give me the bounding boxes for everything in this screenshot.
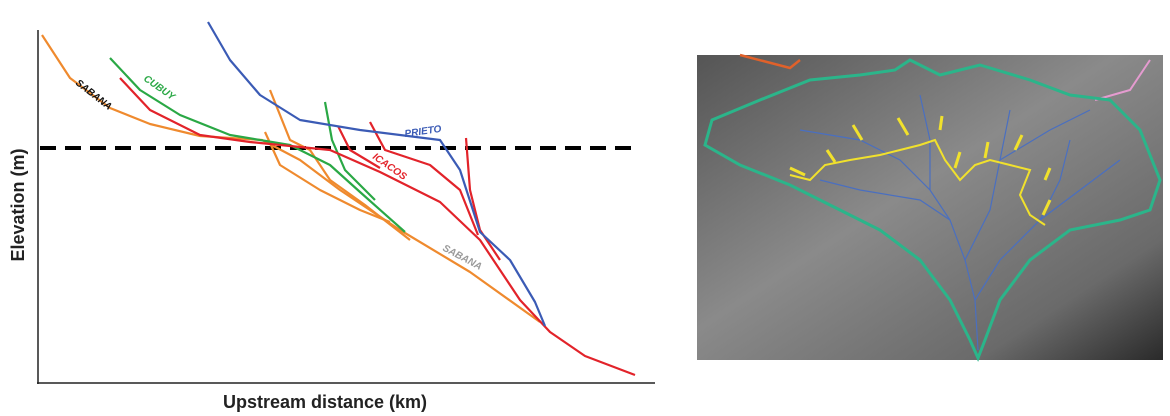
profile-curve: [42, 35, 540, 322]
map-panel: [697, 55, 1163, 360]
x-axis-label: Upstream distance (km): [223, 392, 427, 412]
river-label: SABANA: [73, 78, 113, 113]
y-axis-label: Elevation (m): [8, 148, 28, 261]
profile-curve: [466, 138, 500, 260]
figure: Elevation (m) Upstream distance (km) SAB…: [0, 0, 1170, 416]
profile-curve: [208, 22, 545, 326]
profile-panel: Elevation (m) Upstream distance (km) SAB…: [8, 22, 655, 412]
relief-map: [697, 55, 1163, 360]
river-label: CUBUY: [141, 73, 178, 103]
